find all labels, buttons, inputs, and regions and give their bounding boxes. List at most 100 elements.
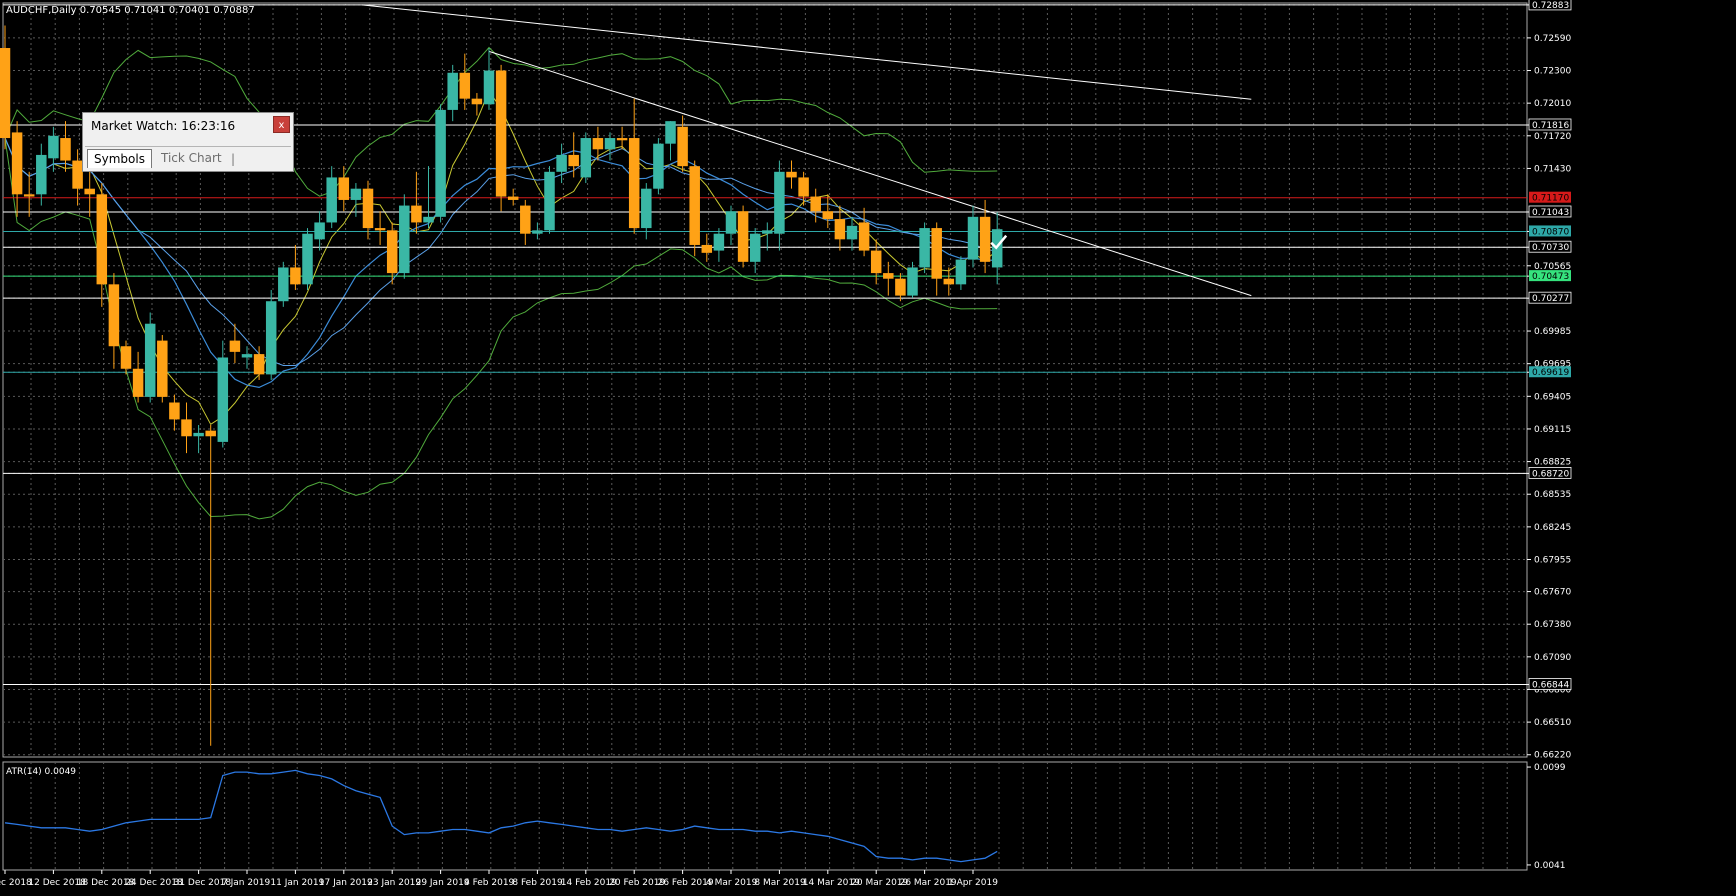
candle-body (846, 225, 858, 240)
price-label-box (1529, 191, 1571, 203)
candle-body (907, 267, 918, 296)
price-label: 0.70730 (1532, 243, 1569, 253)
candle-body (919, 228, 930, 268)
market-watch-popup[interactable]: Market Watch: 16:23:16 x Symbols Tick Ch… (82, 112, 294, 172)
candle-body (411, 205, 422, 223)
price-label-box (1529, 225, 1571, 237)
x-tick-label: 4 Mar 2019 (706, 878, 758, 888)
candle-body (11, 132, 23, 195)
candle-body (265, 301, 277, 375)
candle-body (495, 70, 507, 197)
candle-body (943, 278, 955, 285)
bollinger-lower-line (4, 137, 998, 520)
candle-body (253, 354, 265, 375)
x-tick-label: 7 Jan 2019 (222, 878, 270, 888)
price-label-box (1528, 240, 1572, 253)
y-tick-label: 0.68245 (1534, 523, 1571, 533)
price-label: 0.66844 (1532, 681, 1569, 691)
candle-body (423, 216, 434, 223)
candle-body (120, 346, 132, 369)
candle-body (786, 171, 797, 178)
y-tick-label: 0.71720 (1534, 132, 1571, 142)
y-tick-label: 0.70565 (1534, 262, 1571, 272)
atr-y-tick-label: 0.0099 (1534, 763, 1566, 773)
price-label: 0.69619 (1532, 368, 1569, 378)
candle-body (858, 222, 870, 251)
trend-line (361, 4, 1252, 100)
candle-body (641, 188, 652, 229)
price-label: 0.70870 (1532, 227, 1569, 237)
y-tick-label: 0.69405 (1534, 392, 1571, 402)
candle-body (96, 194, 108, 285)
candle-body (157, 340, 168, 397)
candle-body (48, 135, 59, 159)
y-tick-label: 0.67955 (1534, 555, 1571, 565)
x-tick-label: 31 Dec 2018 (174, 878, 232, 888)
x-tick-label: 11 Jan 2019 (270, 878, 324, 888)
candle-body (36, 154, 47, 195)
y-tick-label: 0.72300 (1534, 67, 1571, 77)
candle-body (592, 138, 604, 150)
price-label-box (1529, 270, 1571, 282)
x-tick-label: 8 Feb 2019 (512, 878, 563, 888)
price-label-box (1528, 205, 1572, 218)
price-label-box (1528, 678, 1572, 690)
candle-body (810, 196, 821, 212)
y-tick-label: 0.66220 (1534, 751, 1571, 761)
tab-symbols[interactable]: Symbols (87, 149, 152, 168)
candle-body (23, 194, 35, 197)
candle-body (689, 166, 700, 245)
candle-body (677, 126, 688, 167)
y-tick-label: 0.72010 (1534, 99, 1571, 109)
atr-y-tick-label: 0.0041 (1534, 861, 1566, 871)
x-tick-label: 1 Apr 2019 (948, 878, 998, 888)
candle-body (144, 323, 156, 397)
candle-body (205, 430, 216, 437)
market-watch-title: Market Watch: 16:23:16 (91, 119, 236, 133)
y-tick-label: 0.67380 (1534, 620, 1571, 630)
candle-body (193, 432, 204, 437)
candle-body (762, 230, 773, 234)
close-button[interactable]: x (273, 116, 290, 133)
y-tick-label: 0.69985 (1534, 327, 1571, 337)
tab-tick-chart[interactable]: Tick Chart (161, 151, 222, 165)
price-label: 0.71170 (1532, 194, 1569, 204)
candle-body (0, 48, 11, 139)
y-tick-label: 0.66510 (1534, 718, 1571, 728)
price-label: 0.72883 (1532, 1, 1569, 11)
x-tick-label: 14 Mar 2019 (803, 878, 860, 888)
candle-body (290, 267, 301, 285)
candle-body (665, 121, 676, 144)
candle-body (350, 188, 362, 200)
price-label-box (1528, 467, 1572, 479)
x-tick-label: 23 Jan 2019 (367, 878, 421, 888)
candle-body (713, 233, 725, 251)
y-tick-label: 0.69115 (1534, 425, 1571, 435)
candle-body (72, 160, 83, 189)
candle-body (544, 171, 555, 231)
candle-body (314, 222, 325, 240)
price-label-box (1528, 291, 1572, 304)
candle-body (169, 402, 180, 420)
y-tick-label: 0.67090 (1534, 653, 1571, 663)
candle-body (749, 233, 761, 262)
x-tick-label: 26 Feb 2019 (658, 878, 714, 888)
y-tick-label: 0.68535 (1534, 490, 1571, 500)
candle-body (84, 188, 95, 195)
candle-body (931, 228, 942, 279)
candle-body (386, 230, 398, 274)
price-label: 0.68720 (1532, 469, 1569, 479)
price-label: 0.71816 (1532, 121, 1569, 131)
y-tick-label: 0.66800 (1534, 685, 1571, 695)
candle-body (229, 340, 241, 352)
candle-body (60, 138, 71, 161)
candle-body (967, 216, 979, 260)
y-tick-label: 0.67670 (1534, 588, 1571, 598)
candle-body (459, 72, 471, 99)
candle-body (435, 109, 446, 217)
candle-body (955, 259, 967, 285)
candle-body (132, 368, 144, 397)
candle-body (870, 250, 882, 274)
candle-body (217, 357, 229, 442)
